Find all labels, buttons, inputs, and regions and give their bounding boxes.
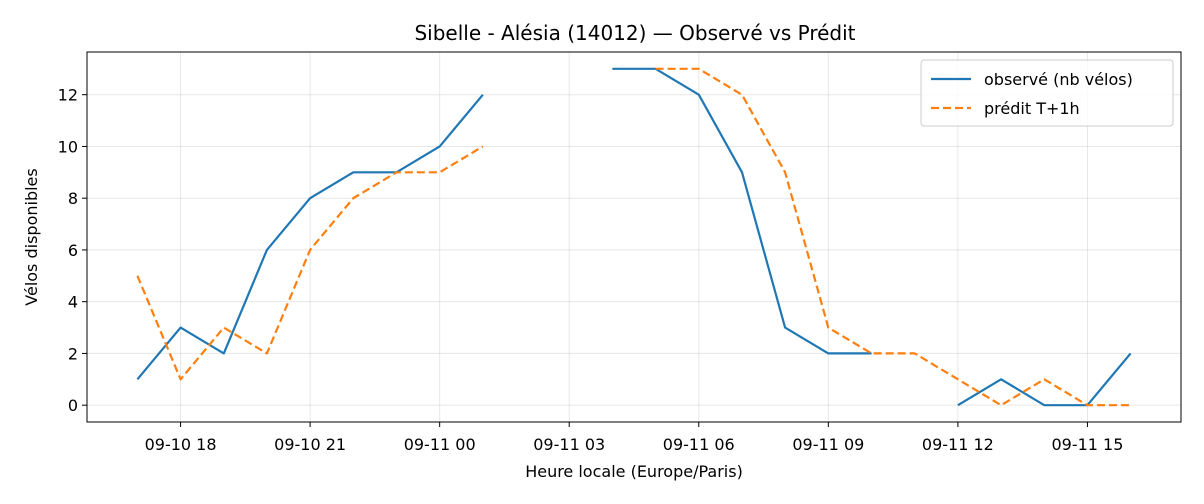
x-tick-label: 09-11 06 (663, 435, 735, 454)
x-axis-label: Heure locale (Europe/Paris) (525, 462, 743, 481)
y-tick-label: 0 (68, 396, 78, 415)
series-lines (136, 67, 1132, 407)
axis-ticks: 09-10 18 09-10 21 09-11 00 09-11 03 09-11 06… (58, 86, 1124, 454)
y-axis-label: Vélos disponibles (22, 168, 41, 305)
y-tick-label: 6 (68, 241, 78, 260)
x-tick-label: 09-10 18 (145, 435, 217, 454)
y-tick-label: 10 (58, 137, 78, 156)
x-tick-label: 09-11 00 (404, 435, 476, 454)
y-tick-label: 4 (68, 293, 78, 312)
series-line-observed (136, 93, 484, 381)
x-tick-label: 09-11 03 (533, 435, 605, 454)
legend: observé (nb vélos) prédit T+1h (920, 59, 1174, 127)
x-tick-label: 09-11 09 (792, 435, 864, 454)
y-tick-label: 8 (68, 189, 78, 208)
chart-title: Sibelle - Alésia (14012) — Observé vs Pr… (414, 21, 855, 45)
series-line-observed (957, 352, 1132, 407)
legend-label-observed: observé (nb vélos) (984, 70, 1133, 89)
y-tick-label: 12 (58, 86, 78, 105)
x-tick-label: 09-10 21 (274, 435, 346, 454)
legend-box (920, 59, 1174, 127)
x-tick-label: 09-11 15 (1051, 435, 1123, 454)
series-line-predicted (655, 67, 1131, 407)
series-line-predicted (136, 145, 484, 381)
x-tick-label: 09-11 12 (922, 435, 994, 454)
y-tick-label: 2 (68, 344, 78, 363)
legend-label-predicted: prédit T+1h (984, 99, 1080, 118)
plot-frame (86, 51, 1182, 423)
